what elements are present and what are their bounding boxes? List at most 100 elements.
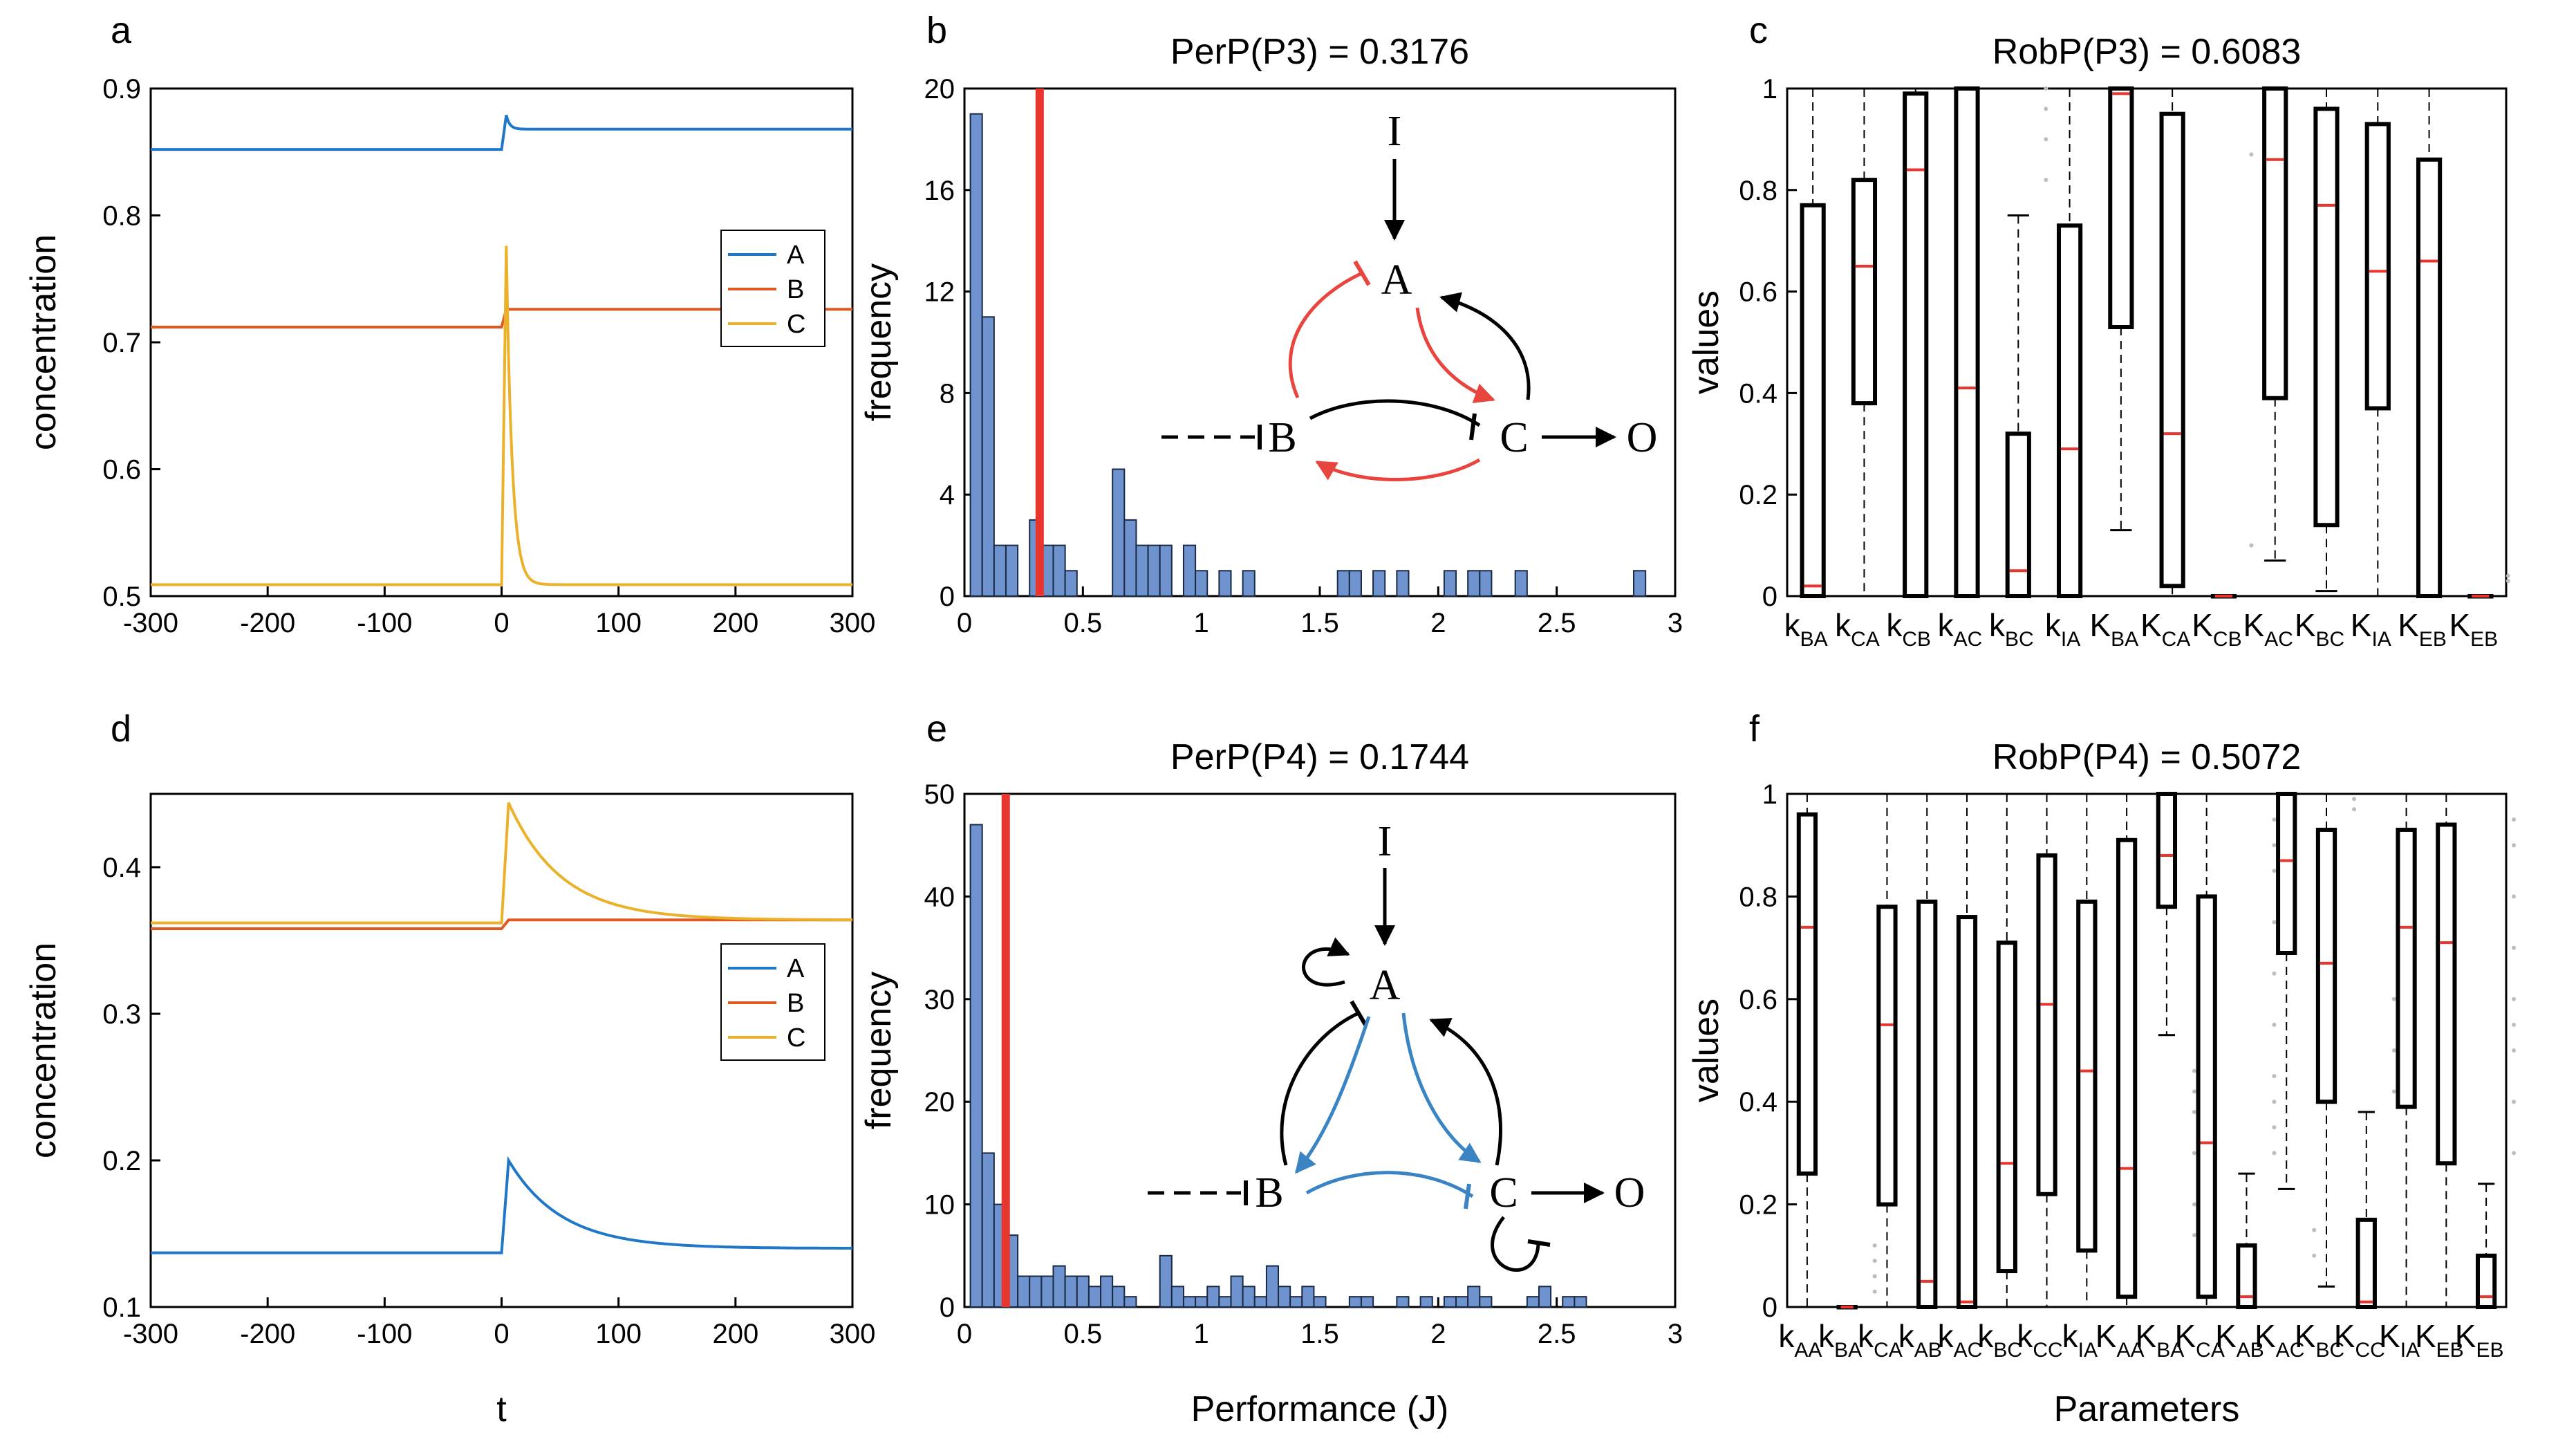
line-chart-a: 0.5 0.6 0.7 0.8 0.9 concentration -300 -200 -100…	[24, 74, 875, 638]
param-subscript: IA	[2061, 628, 2080, 651]
param-base: K	[2096, 1318, 2117, 1354]
histogram-bar	[1313, 1296, 1327, 1308]
node-label-B: B	[1255, 1169, 1283, 1216]
histogram-bar	[1052, 1265, 1066, 1308]
outlier-point	[2512, 1151, 2517, 1156]
y-tick-label: 0	[940, 1292, 955, 1323]
box-0	[1796, 792, 1818, 1308]
outlier-point	[2312, 1253, 2317, 1258]
histogram-bar	[1574, 1296, 1587, 1308]
histogram-bar	[1372, 570, 1386, 597]
x-tick-label-15: KIA	[2379, 1318, 2420, 1362]
y-tick-label: 0.4	[1739, 1087, 1777, 1118]
x-tick-label: 2.5	[1538, 608, 1576, 638]
outlier-point	[2192, 1068, 2196, 1073]
outlier-point	[2512, 1100, 2517, 1104]
x-tick-label-14: KCC	[2334, 1318, 2385, 1362]
histogram-bar	[1467, 570, 1481, 597]
panel-letter-c: c	[1749, 10, 1768, 51]
histogram-bar	[1443, 570, 1457, 597]
outlier-point	[2272, 869, 2277, 873]
param-base: k	[2045, 607, 2062, 643]
x-tick-label: 0	[494, 608, 509, 638]
x-tick-label: 300	[830, 1319, 876, 1349]
x-tick-label: -200	[240, 608, 295, 638]
performance-marker-line	[1001, 794, 1010, 1307]
performance-marker-line	[1035, 89, 1044, 596]
series-line-C	[151, 245, 852, 586]
y-tick-label: 0.6	[1739, 277, 1777, 308]
x-tick-label-2: kCB	[1886, 607, 1931, 651]
self-loop-A	[1302, 937, 1350, 987]
chart-title: RobP(P4) = 0.5072	[1992, 737, 2302, 777]
outlier-point	[2391, 997, 2396, 1001]
box-13	[2315, 792, 2356, 1288]
param-subscript: BC	[2316, 1339, 2345, 1362]
box-10	[2313, 87, 2340, 593]
inhibit-bar-A-to-B	[1353, 260, 1371, 286]
x-tick-label: 300	[830, 608, 876, 638]
x-tick-label: -300	[123, 608, 178, 638]
outlier-point	[2249, 152, 2254, 157]
x-tick-label-11: KAB	[2215, 1318, 2264, 1362]
outlier-point	[1872, 1243, 1877, 1248]
box-iqr	[2036, 853, 2057, 1196]
outlier-point	[2352, 797, 2356, 801]
x-tick-label: 2	[1430, 1319, 1446, 1349]
outlier-point	[2272, 817, 2277, 822]
param-base: k	[2062, 1318, 2079, 1354]
histogram-bar	[1396, 1296, 1410, 1308]
plot-frame	[1786, 87, 2508, 597]
histogram-bar	[1159, 1254, 1173, 1308]
y-axis-label: frequency	[859, 263, 899, 421]
box-iqr	[2475, 1253, 2497, 1310]
param-subscript: AC	[2264, 628, 2293, 651]
histogram-bar	[1112, 1286, 1126, 1308]
param-subscript: BA	[1800, 628, 1828, 651]
param-base: K	[2255, 1318, 2276, 1354]
legend: ABC	[720, 943, 825, 1061]
box-2	[1876, 792, 1898, 1308]
box-iqr	[2156, 792, 2178, 909]
histogram-bar	[1278, 1286, 1291, 1308]
box-4	[1956, 792, 1978, 1309]
histogram-bar	[969, 113, 983, 597]
box-1	[1851, 87, 1878, 597]
histogram-bar	[1064, 570, 1078, 597]
legend-label-C: C	[787, 310, 805, 339]
outlier-point	[2391, 1048, 2396, 1053]
param-base: K	[2136, 1318, 2157, 1354]
x-tick-label: 200	[712, 608, 758, 638]
histogram-bar	[1479, 1296, 1493, 1308]
box-11	[2364, 87, 2391, 597]
outlier-point	[2391, 1089, 2396, 1094]
box-iqr	[2355, 1217, 2377, 1309]
series-line-A	[151, 1156, 852, 1254]
histogram-bar	[1182, 544, 1197, 597]
inhibit-edge-B-to-C	[1309, 399, 1481, 427]
y-tick-label: 1	[1762, 779, 1777, 810]
inhibit-bar-B-to-C	[1464, 1183, 1471, 1209]
chart-title: PerP(P3) = 0.3176	[1170, 32, 1469, 72]
outlier-point	[2272, 1125, 2277, 1130]
x-tick-label: 3	[1668, 608, 1683, 638]
param-base: K	[2351, 607, 2372, 643]
x-tick-label: 1.5	[1300, 1319, 1339, 1349]
histogram-bar	[1218, 570, 1232, 597]
param-subscript: EB	[2436, 1339, 2464, 1362]
outlier-point	[2192, 1151, 2196, 1156]
x-tick-label-16: KEB	[2415, 1318, 2464, 1362]
box-iqr	[1956, 915, 1978, 1309]
x-tick-label: 100	[595, 1319, 642, 1349]
param-subscript: EB	[2419, 628, 2447, 651]
series-line-A	[151, 114, 852, 151]
x-tick-label-0: kAA	[1778, 1318, 1822, 1362]
box-8	[2210, 152, 2254, 599]
param-subscript: CA	[1874, 1339, 1903, 1362]
histogram-bar	[1052, 544, 1066, 597]
param-base: k	[1886, 607, 1903, 643]
param-subscript: IA	[2400, 1339, 2420, 1362]
node-label-A: A	[1370, 962, 1401, 1009]
x-tick-label-4: kAC	[1938, 1318, 1983, 1362]
